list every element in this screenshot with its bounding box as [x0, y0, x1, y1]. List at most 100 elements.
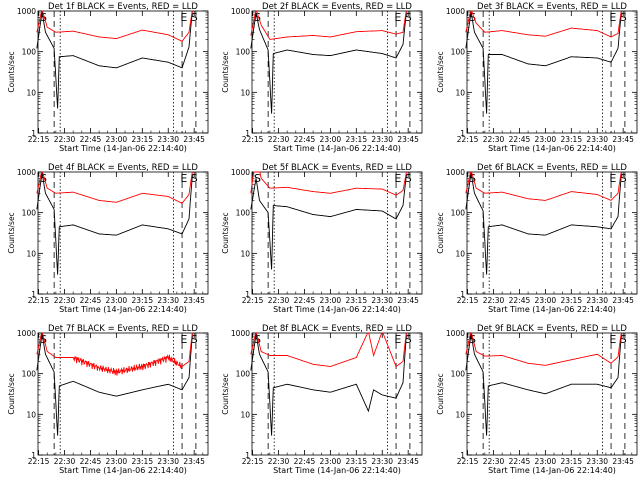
- marker-label-s-right: S: [405, 333, 412, 346]
- y-tick-label: 1: [245, 129, 250, 138]
- x-tick-label: 22:15: [242, 457, 264, 466]
- panel-det-8: Det 8f BLACK = Events, RED = LLD 1 10 100 10…: [221, 324, 423, 475]
- y-tick-label: 100: [22, 209, 37, 218]
- x-tick-label: 22:15: [457, 457, 479, 466]
- marker-label-s: S: [469, 172, 476, 185]
- x-tick-label: 22:45: [294, 457, 316, 466]
- y-tick-label: 1: [245, 451, 250, 460]
- y-tick-label: 1: [460, 290, 465, 299]
- x-tick-label: 22:45: [294, 135, 316, 144]
- marker-label-s: S: [254, 11, 261, 24]
- x-tick-label: 23:15: [560, 457, 582, 466]
- series-lld-line: [36, 332, 193, 376]
- y-tick-label: 1000: [17, 329, 36, 338]
- x-tick-label: 23:15: [131, 135, 153, 144]
- panel-title: Det 3f BLACK = Events, RED = LLD: [477, 2, 627, 12]
- series-events-line: [250, 173, 407, 270]
- x-tick-label: 22:30: [268, 135, 290, 144]
- x-tick-label: 23:00: [106, 296, 128, 305]
- y-tick-label: 1000: [446, 168, 465, 177]
- marker-label-e: E: [609, 172, 616, 185]
- y-axis-label: Counts/sec: [221, 373, 230, 414]
- x-tick-label: 23:45: [397, 296, 419, 305]
- x-tick-label: 23:45: [183, 135, 205, 144]
- y-tick-label: 10: [26, 410, 36, 419]
- x-tick-label: 23:30: [586, 457, 608, 466]
- plot-frame: [251, 332, 423, 456]
- y-tick-label: 10: [240, 249, 250, 258]
- x-tick-label: 23:45: [612, 457, 634, 466]
- y-tick-label: 1000: [231, 168, 250, 177]
- y-tick-label: 1000: [231, 7, 250, 16]
- x-tick-label: 23:30: [371, 457, 393, 466]
- marker-label-s-right: S: [620, 11, 627, 24]
- marker-label-e: E: [394, 333, 401, 346]
- y-tick-label: 10: [240, 410, 250, 419]
- y-tick-label: 1000: [446, 329, 465, 338]
- y-axis-label: Counts/sec: [221, 51, 230, 92]
- x-tick-label: 22:30: [483, 457, 505, 466]
- plot-frame: [251, 171, 423, 295]
- x-tick-label: 23:15: [345, 135, 367, 144]
- x-tick-label: 23:00: [535, 296, 557, 305]
- marker-label-s-right: S: [191, 172, 198, 185]
- series-lld-line: [250, 10, 407, 40]
- x-tick-label: 23:30: [371, 135, 393, 144]
- marker-label-e: E: [180, 11, 187, 24]
- x-tick-label: 23:00: [320, 457, 342, 466]
- panel-det-4: Det 4f BLACK = Events, RED = LLD 1 10 100 10…: [7, 163, 209, 314]
- y-tick-label: 1: [460, 451, 465, 460]
- panel-title: Det 7f BLACK = Events, RED = LLD: [48, 324, 198, 334]
- y-axis-label: Counts/sec: [436, 373, 445, 414]
- x-tick-label: 23:45: [183, 296, 205, 305]
- x-tick-label: 22:30: [54, 135, 76, 144]
- series-lld-line: [465, 10, 622, 38]
- x-tick-label: 22:30: [268, 296, 290, 305]
- marker-label-s: S: [40, 333, 47, 346]
- panel-det-2: Det 2f BLACK = Events, RED = LLD 1 10 100 10…: [221, 2, 423, 153]
- x-axis-label: Start Time (14-Jan-06 22:14:40): [488, 144, 616, 153]
- panel-title: Det 2f BLACK = Events, RED = LLD: [262, 2, 412, 12]
- x-tick-label: 23:45: [397, 457, 419, 466]
- x-tick-label: 23:30: [586, 296, 608, 305]
- x-tick-label: 23:45: [612, 296, 634, 305]
- x-tick-label: 22:15: [457, 296, 479, 305]
- marker-label-s-right: S: [191, 333, 198, 346]
- marker-label-s: S: [40, 11, 47, 24]
- x-axis-label: Start Time (14-Jan-06 22:14:40): [273, 144, 401, 153]
- panel-det-1: Det 1f BLACK = Events, RED = LLD 1 10 100 10…: [7, 2, 209, 153]
- x-tick-label: 22:30: [54, 296, 76, 305]
- x-tick-label: 23:00: [106, 457, 128, 466]
- marker-label-s: S: [469, 11, 476, 24]
- x-tick-label: 22:15: [457, 135, 479, 144]
- panel-title: Det 8f BLACK = Events, RED = LLD: [262, 324, 412, 334]
- y-tick-label: 1: [31, 451, 36, 460]
- series-events-line: [465, 10, 622, 114]
- x-axis-label: Start Time (14-Jan-06 22:14:40): [59, 466, 187, 475]
- series-lld-line: [36, 171, 193, 204]
- x-tick-label: 22:45: [509, 296, 531, 305]
- panel-det-5: Det 5f BLACK = Events, RED = LLD 1 10 100 10…: [221, 163, 423, 314]
- y-tick-label: 1000: [17, 7, 36, 16]
- y-axis-label: Counts/sec: [7, 51, 16, 92]
- plot-frame: [466, 332, 638, 456]
- x-tick-label: 22:30: [483, 296, 505, 305]
- x-tick-label: 23:30: [157, 135, 179, 144]
- y-tick-label: 1000: [17, 168, 36, 177]
- y-tick-label: 100: [236, 209, 251, 218]
- x-tick-label: 23:15: [131, 296, 153, 305]
- y-axis-label: Counts/sec: [436, 51, 445, 92]
- plot-frame: [251, 10, 423, 134]
- y-tick-label: 1: [460, 129, 465, 138]
- x-tick-label: 23:15: [345, 296, 367, 305]
- x-tick-label: 23:00: [535, 457, 557, 466]
- marker-label-e: E: [394, 11, 401, 24]
- marker-label-s: S: [469, 333, 476, 346]
- x-tick-label: 22:45: [509, 135, 531, 144]
- marker-label-s-right: S: [620, 172, 627, 185]
- series-events-line: [36, 10, 193, 109]
- y-tick-label: 10: [455, 88, 465, 97]
- x-tick-label: 23:30: [157, 296, 179, 305]
- marker-label-e: E: [180, 172, 187, 185]
- marker-label-e: E: [609, 11, 616, 24]
